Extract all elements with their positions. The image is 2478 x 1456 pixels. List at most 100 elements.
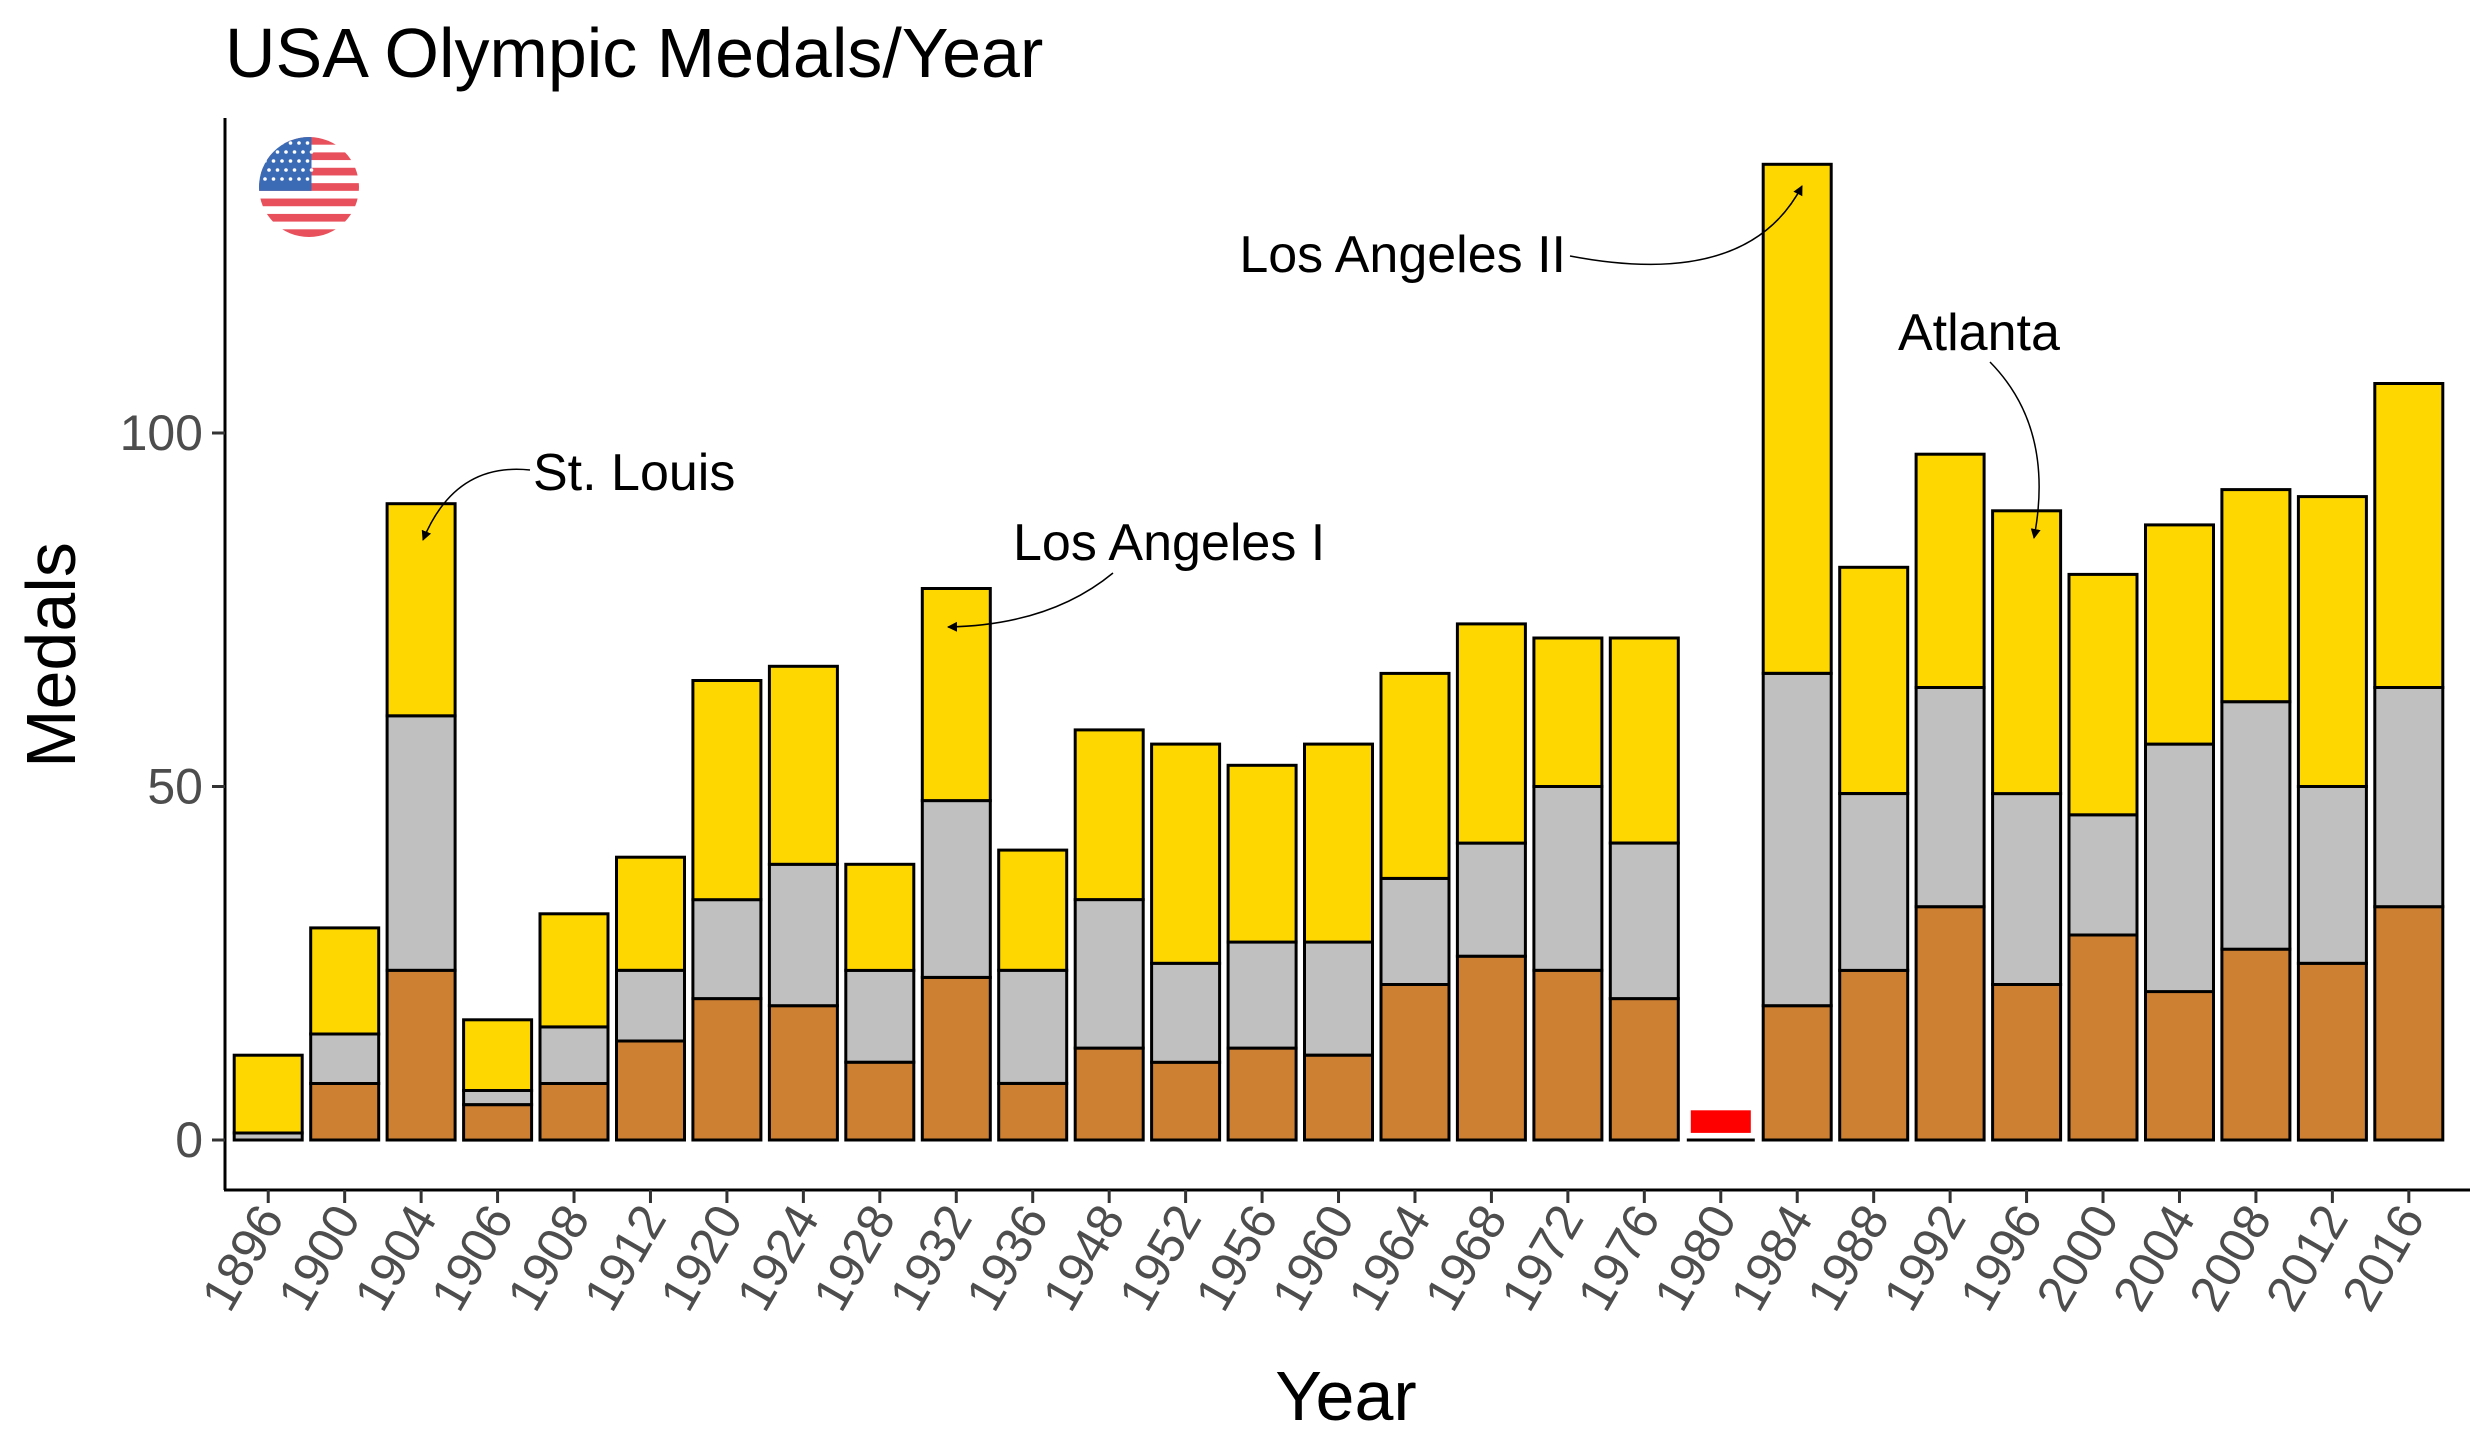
bar-2004-1 xyxy=(2144,742,2215,994)
bar-1988-1 xyxy=(1838,792,1910,972)
bar-1976-1 xyxy=(1608,841,1680,1001)
annotation-label-1984: Los Angeles II xyxy=(1239,226,1566,284)
bar-1984-2 xyxy=(1761,162,1833,675)
bar-2012-2 xyxy=(2296,495,2368,788)
bar-1968-2 xyxy=(1455,622,1527,845)
bar-1996-2 xyxy=(1991,509,2063,796)
bar-1948-0 xyxy=(1073,1046,1145,1142)
x-tick-label-1956: 1956 xyxy=(1185,1196,1289,1320)
bar-1904-2 xyxy=(385,502,457,718)
annotation-arrow-1904 xyxy=(421,468,531,541)
bar-1956-0 xyxy=(1226,1046,1298,1142)
boycott-marker-rect xyxy=(1690,1110,1751,1133)
chart-title: USA Olympic Medals/Year xyxy=(225,14,1043,92)
bar-1924-1 xyxy=(767,862,839,1008)
bar-1906-2 xyxy=(462,1018,534,1092)
bar-1906-1 xyxy=(462,1089,534,1107)
x-tick-label-2016: 2016 xyxy=(2331,1196,2435,1320)
x-tick-label-1900: 1900 xyxy=(267,1196,371,1320)
bar-2000-0 xyxy=(2067,933,2139,1142)
bar-1936-0 xyxy=(997,1081,1069,1142)
x-tick-label-2008: 2008 xyxy=(2178,1196,2282,1320)
boycott-marker xyxy=(1686,1110,1755,1142)
x-tick-label-2012: 2012 xyxy=(2255,1196,2359,1320)
bar-1912-1 xyxy=(615,968,686,1043)
usa-flag-icon xyxy=(259,137,359,237)
bar-1932-2 xyxy=(920,587,992,803)
bar-1920-2 xyxy=(691,679,763,902)
annotation-arrow-1932 xyxy=(947,572,1114,632)
x-tick-label-1932: 1932 xyxy=(879,1196,983,1320)
bar-2004-0 xyxy=(2144,990,2215,1142)
annotation-arrow-1996 xyxy=(1989,361,2041,539)
bar-1948-2 xyxy=(1073,728,1145,902)
x-tick-label-1968: 1968 xyxy=(1414,1196,1518,1320)
x-tick-label-1912: 1912 xyxy=(573,1196,677,1320)
x-tick-label-1924: 1924 xyxy=(726,1196,830,1320)
bar-1932-0 xyxy=(920,975,992,1142)
bar-1912-2 xyxy=(615,855,686,972)
bar-2016-0 xyxy=(2373,905,2445,1142)
bar-1972-2 xyxy=(1532,636,1604,788)
x-tick-label-1920: 1920 xyxy=(649,1196,753,1320)
bar-1906-0 xyxy=(462,1103,534,1142)
bar-1936-1 xyxy=(997,968,1069,1085)
x-tick-label-1906: 1906 xyxy=(420,1196,524,1320)
bar-2008-0 xyxy=(2220,947,2292,1142)
bar-1992-0 xyxy=(1914,905,1986,1142)
bar-1968-0 xyxy=(1455,954,1527,1142)
y-tick-label-100: 100 xyxy=(120,405,203,461)
bar-1908-2 xyxy=(538,912,610,1029)
x-tick-label-1948: 1948 xyxy=(1032,1196,1136,1320)
bar-1976-0 xyxy=(1608,997,1680,1142)
bar-1928-0 xyxy=(844,1060,916,1142)
bar-1952-2 xyxy=(1150,742,1222,965)
bar-1996-1 xyxy=(1991,792,2063,986)
bar-1972-0 xyxy=(1532,968,1604,1142)
annotation-label-1904: St. Louis xyxy=(533,444,735,502)
x-tick-label-1988: 1988 xyxy=(1796,1196,1900,1320)
bar-1956-1 xyxy=(1226,940,1298,1050)
bar-2004-2 xyxy=(2144,523,2215,746)
bar-1964-1 xyxy=(1379,876,1451,987)
bar-2008-1 xyxy=(2220,700,2292,951)
bar-1960-2 xyxy=(1303,742,1374,944)
annotation-label-1996: Atlanta xyxy=(1898,304,2060,362)
x-tick-label-1928: 1928 xyxy=(802,1196,906,1320)
bar-1996-0 xyxy=(1991,983,2063,1142)
y-axis: 0 50 100 xyxy=(120,405,225,1168)
bar-1908-1 xyxy=(538,1025,610,1086)
bar-1900-2 xyxy=(309,926,381,1036)
x-tick-label-1964: 1964 xyxy=(1337,1196,1441,1320)
bar-1992-2 xyxy=(1914,452,1986,690)
x-tick-label-1896: 1896 xyxy=(191,1196,295,1320)
annotations: St. Louis Los Angeles I Los Angeles II Atla… xyxy=(421,185,2060,632)
bar-1900-0 xyxy=(309,1081,381,1142)
x-tick-label-1936: 1936 xyxy=(955,1196,1059,1320)
bar-1904-0 xyxy=(385,968,457,1142)
x-tick-label-1980: 1980 xyxy=(1643,1196,1747,1320)
bar-1988-2 xyxy=(1838,565,1910,795)
bar-1984-0 xyxy=(1761,1004,1833,1142)
bar-2000-1 xyxy=(2067,813,2139,937)
bar-1964-0 xyxy=(1379,983,1451,1142)
bar-1972-1 xyxy=(1532,785,1604,972)
bar-1924-0 xyxy=(767,1004,839,1142)
bar-1936-2 xyxy=(997,848,1069,972)
x-tick-label-2000: 2000 xyxy=(2025,1196,2129,1320)
bar-1928-2 xyxy=(844,862,916,972)
x-axis: 1896190019041906190819121920192419281932… xyxy=(191,1190,2435,1320)
x-tick-label-2004: 2004 xyxy=(2102,1196,2206,1320)
x-tick-label-1972: 1972 xyxy=(1490,1196,1594,1320)
bar-1908-0 xyxy=(538,1081,610,1142)
y-tick-label-50: 50 xyxy=(147,759,203,815)
bar-1920-1 xyxy=(691,898,763,1001)
bar-1924-2 xyxy=(767,664,839,866)
y-axis-title: Medals xyxy=(12,542,90,768)
bar-1912-0 xyxy=(615,1039,686,1142)
bar-2012-1 xyxy=(2296,785,2368,965)
bar-1900-1 xyxy=(309,1032,381,1085)
bar-1988-0 xyxy=(1838,968,1910,1142)
bar-1896-2 xyxy=(232,1053,304,1135)
